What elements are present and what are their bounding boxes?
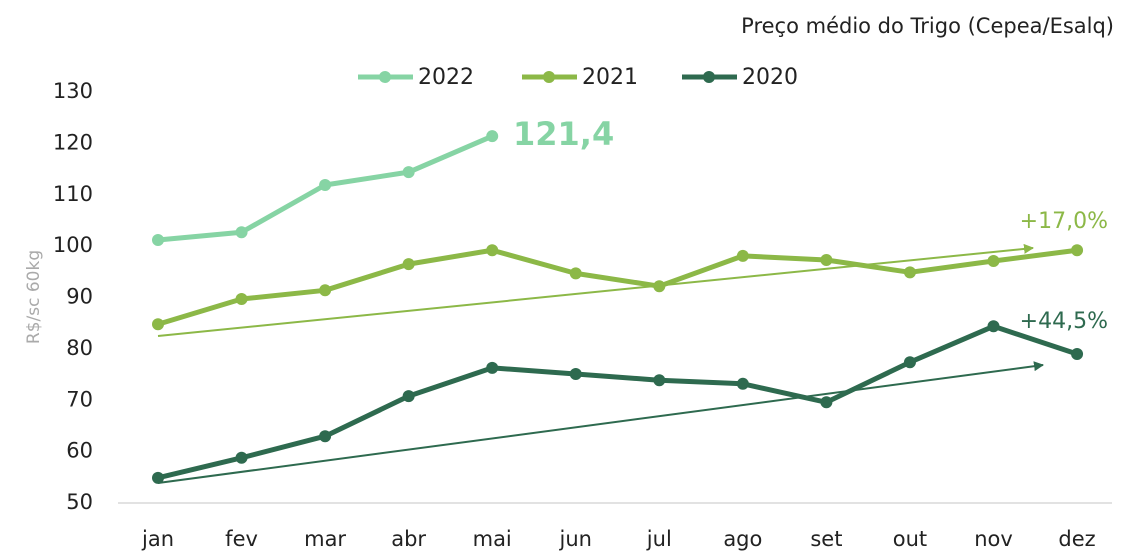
annotation: +44,5% [1020, 309, 1108, 334]
point [820, 396, 833, 409]
point [319, 430, 332, 443]
x-tick-label: ago [723, 527, 762, 551]
y-tick-label: 120 [53, 130, 93, 154]
trend-line [157, 243, 1034, 337]
chart-title: Preço médio do Trigo (Cepea/Esalq) [741, 14, 1114, 38]
y-tick-label: 50 [66, 490, 93, 514]
point [319, 284, 332, 297]
point [486, 244, 499, 257]
point [402, 258, 415, 271]
legend-swatch [703, 71, 715, 83]
legend-swatch [379, 71, 391, 83]
point [569, 368, 582, 381]
legend-swatch [543, 71, 555, 83]
y-axis-label: R$/sc 60kg [24, 250, 44, 344]
y-tick-label: 110 [53, 182, 93, 206]
point [486, 361, 499, 374]
point [319, 178, 332, 191]
y-tick-label: 60 [66, 439, 93, 463]
x-tick-label: abr [391, 527, 426, 551]
point [402, 166, 415, 179]
point [152, 471, 164, 484]
line [157, 247, 1078, 327]
point [987, 255, 1000, 268]
point [152, 233, 164, 246]
point [653, 374, 666, 387]
y-tick-label: 100 [53, 233, 93, 257]
annotation: 121,4 [513, 115, 614, 153]
x-tick-label: set [810, 527, 842, 551]
x-tick-label: jul [646, 527, 672, 551]
point [569, 267, 582, 280]
point [653, 280, 666, 293]
x-tick-label: nov [974, 527, 1013, 551]
y-tick-label: 90 [66, 285, 93, 309]
legend-label: 2020 [742, 65, 798, 90]
legend-label: 2021 [582, 65, 638, 90]
point [903, 356, 916, 369]
y-tick-label: 130 [53, 79, 93, 103]
point [987, 320, 1000, 333]
x-tick-label: out [893, 527, 927, 551]
point [152, 318, 164, 331]
y-tick-label: 70 [66, 387, 93, 411]
annotation: +17,0% [1020, 209, 1108, 234]
legend-label: 2022 [418, 65, 474, 90]
x-tick-label: fev [225, 527, 258, 551]
point [903, 266, 916, 279]
point [1071, 348, 1084, 361]
point [736, 249, 749, 262]
x-tick-label: jun [559, 527, 592, 551]
point [1071, 244, 1084, 257]
point [235, 293, 248, 306]
point [235, 226, 248, 239]
trend-line [157, 361, 1044, 484]
point [235, 451, 248, 464]
point [736, 377, 749, 390]
y-tick-label: 80 [66, 336, 93, 360]
point [820, 253, 833, 266]
x-tick-label: jan [141, 527, 174, 551]
point [486, 130, 499, 143]
x-tick-label: mar [304, 527, 346, 551]
line [157, 323, 1078, 481]
point [402, 390, 415, 403]
x-tick-label: mai [473, 527, 512, 551]
x-tick-label: dez [1058, 527, 1095, 551]
